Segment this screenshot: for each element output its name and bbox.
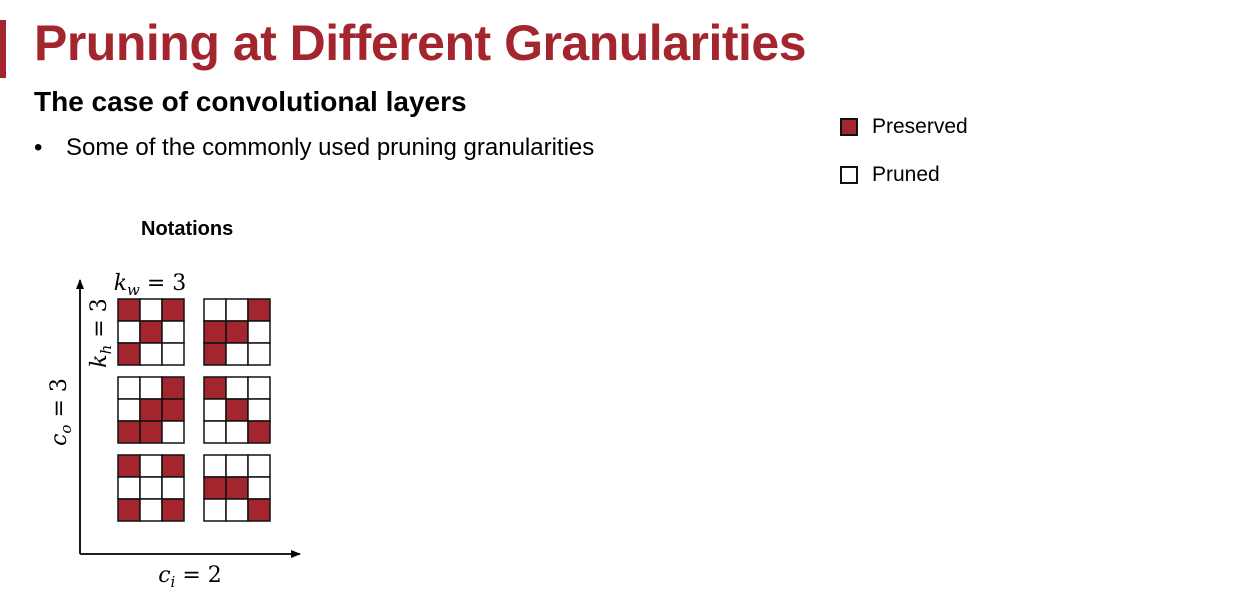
- pruned-cell: [161, 342, 185, 366]
- kernel-grid: [203, 454, 271, 522]
- kernel-grids: [117, 298, 271, 522]
- preserved-cell: [117, 298, 141, 322]
- pruned-cell: [247, 376, 271, 400]
- preserved-cell: [161, 398, 185, 422]
- pruned-cell: [225, 498, 249, 522]
- pruned-cell: [225, 454, 249, 478]
- preserved-cell: [117, 454, 141, 478]
- preserved-cell: [161, 298, 185, 322]
- preserved-cell: [225, 320, 249, 344]
- pruned-cell: [203, 298, 227, 322]
- pruned-cell: [203, 498, 227, 522]
- title-accent-bar: [0, 20, 6, 78]
- preserved-cell: [203, 320, 227, 344]
- pruned-cell: [247, 320, 271, 344]
- pruned-cell: [161, 320, 185, 344]
- preserved-cell: [161, 376, 185, 400]
- bullet-text: Some of the commonly used pruning granul…: [66, 134, 595, 161]
- legend-item-preserved: Preserved: [840, 114, 968, 140]
- preserved-cell: [247, 498, 271, 522]
- kernel-grid: [203, 298, 271, 366]
- kernel-grid: [117, 454, 185, 522]
- pruned-swatch-icon: [840, 166, 858, 184]
- pruned-cell: [161, 420, 185, 444]
- preserved-swatch-icon: [840, 118, 858, 136]
- preserved-cell: [225, 476, 249, 500]
- kernel-grid: [117, 376, 185, 444]
- slide-title: Pruning at Different Granularities: [34, 15, 807, 71]
- preserved-cell: [139, 320, 163, 344]
- pruned-cell: [225, 298, 249, 322]
- pruned-cell: [139, 498, 163, 522]
- pruned-cell: [203, 454, 227, 478]
- slide-subtitle: The case of convolutional layers: [34, 86, 467, 117]
- preserved-cell: [139, 420, 163, 444]
- ci-label: ci = 2: [158, 563, 222, 591]
- pruned-cell: [203, 420, 227, 444]
- pruned-cell: [247, 398, 271, 422]
- kernel-grid: [117, 298, 185, 366]
- pruned-cell: [247, 476, 271, 500]
- pruned-cell: [117, 398, 141, 422]
- kernel-grid: [203, 376, 271, 444]
- kh-label: kh = 3: [87, 298, 115, 367]
- pruned-cell: [139, 376, 163, 400]
- co-label: co = 3: [47, 378, 75, 446]
- pruned-cell: [247, 342, 271, 366]
- legend-label-preserved: Preserved: [872, 115, 968, 138]
- preserved-cell: [203, 376, 227, 400]
- bullet-dot-icon: •: [34, 134, 43, 161]
- pruned-cell: [117, 376, 141, 400]
- preserved-cell: [247, 298, 271, 322]
- preserved-cell: [225, 398, 249, 422]
- pruned-cell: [247, 454, 271, 478]
- bullet-item: • Some of the commonly used pruning gran…: [34, 134, 594, 162]
- pruned-cell: [203, 398, 227, 422]
- notations-heading: Notations: [141, 218, 234, 240]
- preserved-cell: [117, 498, 141, 522]
- preserved-cell: [161, 454, 185, 478]
- pruned-cell: [139, 454, 163, 478]
- bullet-list: • Some of the commonly used pruning gran…: [34, 134, 594, 162]
- kw-label: kw = 3: [114, 271, 187, 299]
- pruned-cell: [139, 298, 163, 322]
- legend-label-pruned: Pruned: [872, 163, 940, 186]
- pruned-cell: [225, 376, 249, 400]
- pruned-cell: [117, 476, 141, 500]
- preserved-cell: [247, 420, 271, 444]
- pruned-cell: [117, 320, 141, 344]
- pruned-cell: [139, 476, 163, 500]
- legend-item-pruned: Pruned: [840, 162, 968, 188]
- pruned-cell: [139, 342, 163, 366]
- preserved-cell: [139, 398, 163, 422]
- preserved-cell: [203, 476, 227, 500]
- pruned-cell: [225, 342, 249, 366]
- preserved-cell: [161, 498, 185, 522]
- preserved-cell: [117, 420, 141, 444]
- legend: Preserved Pruned: [840, 114, 968, 210]
- preserved-cell: [117, 342, 141, 366]
- preserved-cell: [203, 342, 227, 366]
- pruned-cell: [161, 476, 185, 500]
- pruned-cell: [225, 420, 249, 444]
